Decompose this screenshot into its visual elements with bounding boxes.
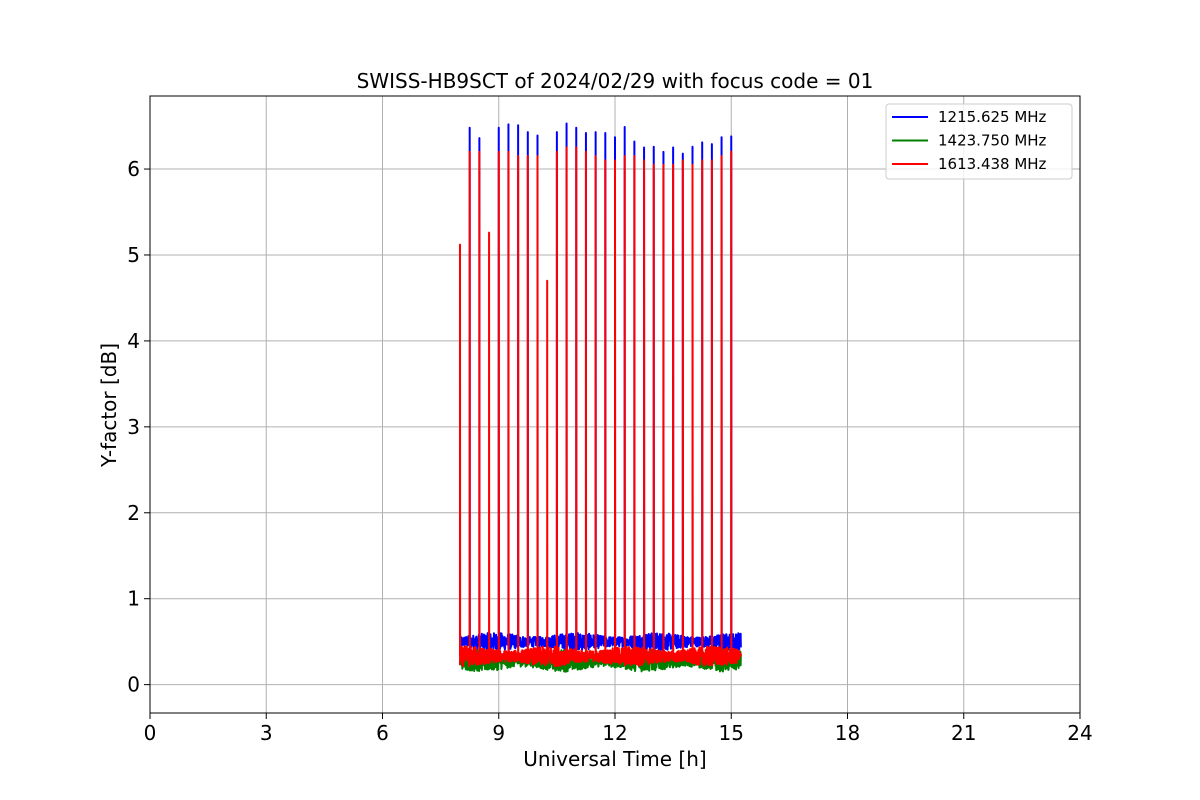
x-tick-label: 6 bbox=[376, 721, 389, 745]
plot-data bbox=[459, 122, 742, 673]
y-tick-label: 2 bbox=[127, 501, 140, 525]
x-tick-label: 15 bbox=[719, 721, 744, 745]
x-tick-label: 18 bbox=[835, 721, 860, 745]
legend: 1215.625 MHz 1423.750 MHz 1613.438 MHz bbox=[885, 103, 1073, 180]
legend-box bbox=[885, 103, 1073, 180]
legend-label: 1613.438 MHz bbox=[938, 155, 1047, 173]
y-tick-label: 6 bbox=[127, 157, 140, 181]
legend-label: 1423.750 MHz bbox=[938, 132, 1047, 150]
legend-label: 1215.625 MHz bbox=[938, 108, 1047, 126]
x-tick-label: 9 bbox=[492, 721, 505, 745]
series-line-2 bbox=[459, 146, 742, 668]
x-tick-label: 3 bbox=[260, 721, 273, 745]
chart-title: SWISS-HB9SCT of 2024/02/29 with focus co… bbox=[357, 69, 874, 93]
x-tick-label: 12 bbox=[602, 721, 627, 745]
y-tick-label: 4 bbox=[127, 329, 140, 353]
y-tick-label: 0 bbox=[127, 673, 140, 697]
y-tick-label: 5 bbox=[127, 243, 140, 267]
y-axis-label: Y-factor [dB] bbox=[97, 343, 121, 468]
y-tick-label: 3 bbox=[127, 415, 140, 439]
x-tick-label: 21 bbox=[951, 721, 976, 745]
x-axis-label: Universal Time [h] bbox=[523, 747, 706, 771]
y-tick-label: 1 bbox=[127, 587, 140, 611]
x-tick-label: 24 bbox=[1067, 721, 1092, 745]
x-tick-label: 0 bbox=[144, 721, 157, 745]
